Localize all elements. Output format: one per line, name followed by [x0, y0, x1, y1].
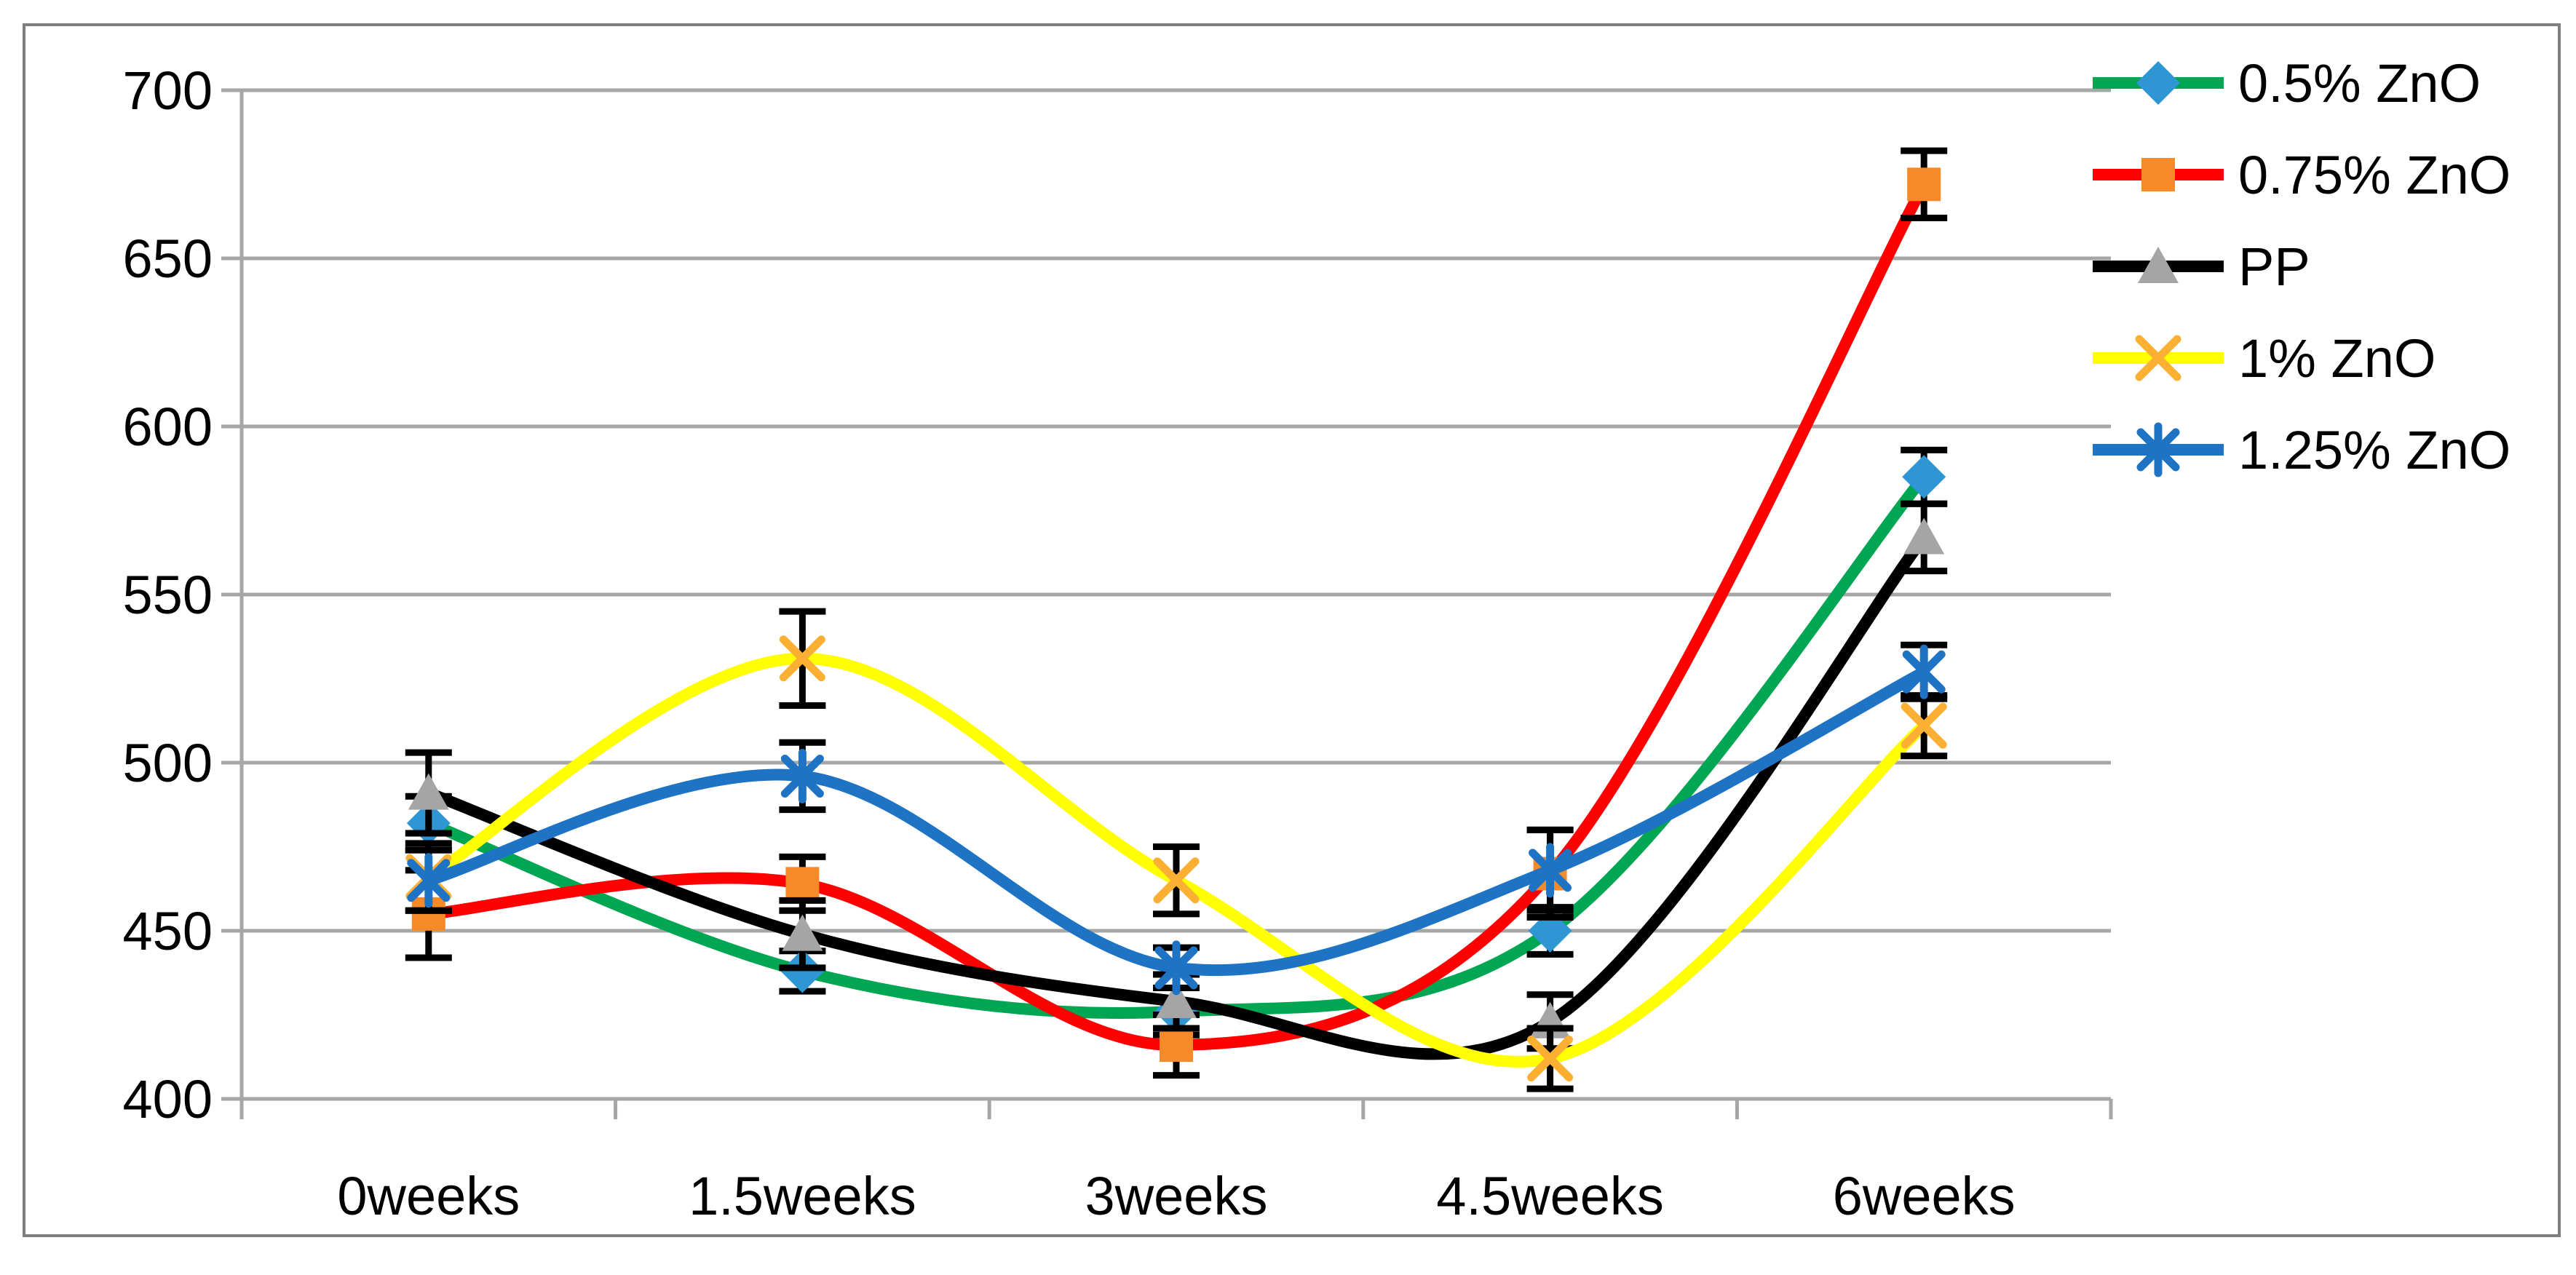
- square-marker: [2141, 158, 2175, 191]
- triangle-marker: [2138, 247, 2179, 283]
- x-marker: [2135, 335, 2181, 381]
- series-1-25-zno: [405, 641, 1948, 996]
- y-axis-label: 400: [123, 1069, 213, 1129]
- series-pp: [405, 500, 1948, 1060]
- triangle-marker: [1903, 517, 1945, 555]
- legend-label: 0.5% ZnO: [2238, 53, 2481, 114]
- legend-item: 0.5% ZnO: [2093, 53, 2481, 114]
- y-axis-label: 650: [123, 229, 213, 289]
- asterisk-marker: [1529, 843, 1572, 898]
- asterisk-marker: [2136, 422, 2180, 477]
- legend-item: PP: [2093, 237, 2310, 297]
- legend-label: PP: [2238, 237, 2310, 297]
- x-axis-label: 6weeks: [1833, 1166, 2016, 1226]
- legend-item: 1% ZnO: [2093, 328, 2436, 389]
- y-axis-label: 700: [123, 60, 213, 121]
- legend-label: 1.25% ZnO: [2238, 420, 2510, 480]
- x-axis-label: 0weeks: [337, 1166, 520, 1226]
- legend-item: 1.25% ZnO: [2093, 420, 2510, 480]
- diamond-marker: [1902, 455, 1946, 499]
- x-axis-label: 4.5weeks: [1436, 1166, 1664, 1226]
- legend-item: 0.75% ZnO: [2093, 145, 2510, 205]
- chart-border: [23, 23, 2561, 1237]
- series-line: [422, 531, 1930, 1060]
- x-axis-labels: 0weeks 1.5weeks 3weeks 4.5weeks 6weeks: [337, 1166, 2015, 1226]
- y-axis-label: 500: [123, 733, 213, 793]
- legend-label: 0.75% ZnO: [2238, 145, 2510, 205]
- asterisk-marker: [407, 853, 451, 908]
- asterisk-marker: [1902, 644, 1946, 699]
- triangle-marker: [782, 914, 823, 951]
- asterisk-marker: [1154, 940, 1198, 996]
- y-axis-label: 550: [123, 565, 213, 625]
- x-marker: [1527, 1036, 1574, 1082]
- x-marker: [779, 635, 825, 682]
- square-marker: [785, 867, 820, 901]
- asterisk-marker: [780, 748, 824, 803]
- x-axis-label: 3weeks: [1085, 1166, 1268, 1226]
- y-axis-label: 450: [123, 901, 213, 961]
- square-marker: [1160, 1028, 1193, 1062]
- y-axis-label: 600: [123, 397, 213, 457]
- x-marker: [1153, 857, 1200, 904]
- legend: 0.5% ZnO 0.75% ZnO PP 1% ZnO 1.25% ZnO: [2093, 53, 2510, 480]
- y-axis-labels: 400 450 500 550 600 650 700: [123, 60, 213, 1129]
- legend-label: 1% ZnO: [2238, 328, 2436, 389]
- triangle-marker: [1156, 982, 1197, 1019]
- x-axis-label: 1.5weeks: [689, 1166, 916, 1226]
- triangle-marker: [408, 773, 449, 810]
- diamond-marker: [2136, 61, 2180, 105]
- diamond-marker: [780, 949, 825, 993]
- square-marker: [1907, 167, 1941, 202]
- x-marker: [1901, 702, 1947, 749]
- series-line: [422, 178, 1930, 1052]
